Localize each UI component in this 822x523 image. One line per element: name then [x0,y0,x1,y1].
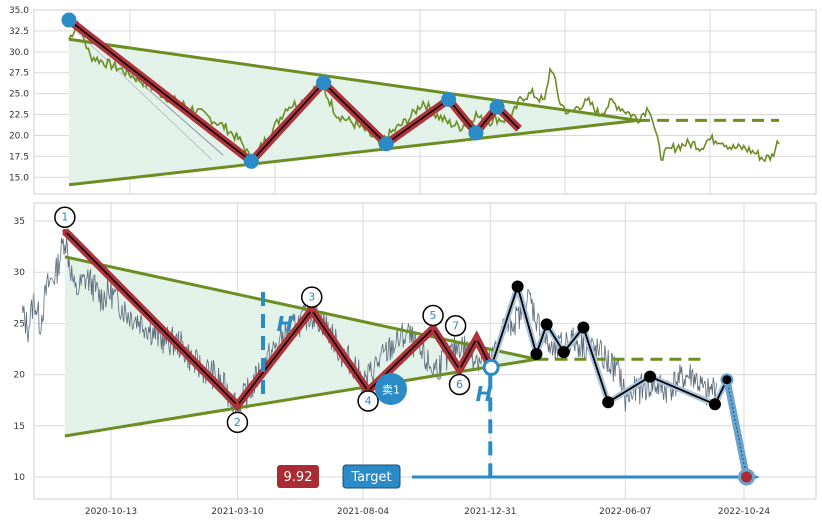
measured-move-annotations: H H 9.92 Target [261,292,760,489]
top-y-tick-label: 27.5 [9,69,29,79]
top-y-tick-label: 25.0 [9,90,29,100]
top-y-axis-ticks: 15.0 17.5 20.0 22.5 25.0 27.5 30.0 32.5 35.0 [9,6,29,183]
forecast-pivot-dot [644,370,657,383]
top-y-tick-label: 20.0 [9,131,29,141]
forecast-pivot-dot [511,280,524,293]
x-tick-label: 2022-06-07 [599,507,651,517]
pivot-label-number: 5 [430,309,437,322]
bottom-zigzag-line [64,230,492,407]
pivot-label-number: 3 [308,291,315,304]
pivot-point [234,402,240,408]
top-support-line [68,118,639,187]
top-guide-line [68,23,212,160]
pivot-label-ring [54,206,76,228]
pivot-label-number: 1 [61,211,68,224]
top-pivot-dot [316,75,332,91]
bottom-y-tick-label: 35 [14,217,25,227]
pivot-label-ring [357,390,379,412]
forecast-pivot-dot [577,321,590,334]
pivot-label-number: 2 [234,416,241,429]
target-badge-text: Target [350,470,391,485]
top-pivot-dot [61,12,77,28]
top-pivot-dot [441,91,457,107]
pivot-point [457,366,463,372]
top-panel-frame [33,9,817,195]
target-badge [342,464,401,489]
bottom-y-tick-label: 25 [14,319,25,329]
bottom-markers: 1 2 3 4 5 6 7 卖1 [54,206,756,486]
top-pivot-dot [378,136,394,152]
forecast-pivot-dot [602,396,615,409]
height-label: H [277,312,294,336]
pivot-label-ring [300,286,323,308]
target-end-point [738,468,756,486]
pivot-point [430,326,436,332]
x-tick-label: 2020-10-13 [85,507,137,517]
x-tick-label: 2021-12-31 [464,507,516,517]
pivot-label-ring [444,315,467,337]
bottom-resistance-line [64,255,537,361]
pivot-point [309,307,315,313]
forecast-pivot-dot [540,318,553,331]
bottom-triangle-fill [64,256,537,437]
bottom-y-tick-label: 10 [14,473,26,483]
top-panel: 15.0 17.5 20.0 22.5 25.0 27.5 30.0 32.5 35.0 [9,6,817,195]
top-y-tick-label: 22.5 [9,111,29,121]
forecast-line [490,283,728,406]
top-pivot-dot [489,99,505,115]
bottom-pattern-lines [21,228,750,478]
pivot-point [62,228,68,234]
forecast-pivot-dot [708,398,721,411]
bottom-y-tick-label: 15 [14,422,25,432]
x-axis-date-ticks: 2020-10-13 2021-03-10 2021-08-04 2021-12-31… [85,507,771,517]
sell-signal-text: 卖1 [382,384,400,397]
bottom-pattern-fill [64,256,537,437]
pivot-label-number: 4 [365,394,372,407]
top-y-tick-label: 17.5 [9,152,29,162]
last-pivot-dot [720,373,734,387]
forecast-pivot-dot [530,348,543,361]
bottom-y-tick-label: 30 [14,268,26,278]
bottom-y-tick-label: 20 [14,371,26,381]
top-y-tick-label: 15.0 [9,173,29,183]
x-tick-label: 2021-03-10 [211,507,264,517]
pivot-label-ring [422,304,444,327]
pivot-label-number: 7 [452,319,459,332]
sell-signal-badge [375,373,407,405]
pivot-label-ring [448,373,471,396]
top-y-tick-label: 32.5 [9,27,29,37]
top-pivot-dot [243,153,259,169]
bottom-y-axis-ticks: 10 15 20 25 30 35 [14,217,26,483]
pivot-label-number: 6 [456,378,463,391]
x-tick-label: 2022-10-24 [718,507,771,517]
bottom-price-line [21,237,718,418]
stop-value-text: 9.92 [284,470,313,485]
target-path-line [726,379,748,478]
x-tick-label: 2021-08-04 [337,507,390,517]
pivot-label-ring [226,411,249,434]
forecast-pivot-dot [557,346,570,359]
top-y-tick-label: 30.0 [9,48,29,58]
stop-value-badge [277,465,319,488]
top-resistance-line [68,37,639,122]
pivot-point [474,336,480,342]
bottom-panel-frame [33,202,817,500]
top-pivot-markers [61,12,505,169]
projected-height-label: H [476,382,493,406]
top-y-tick-label: 35.0 [9,6,29,16]
breakout-point [482,358,500,376]
top-pivot-dot [468,125,484,141]
